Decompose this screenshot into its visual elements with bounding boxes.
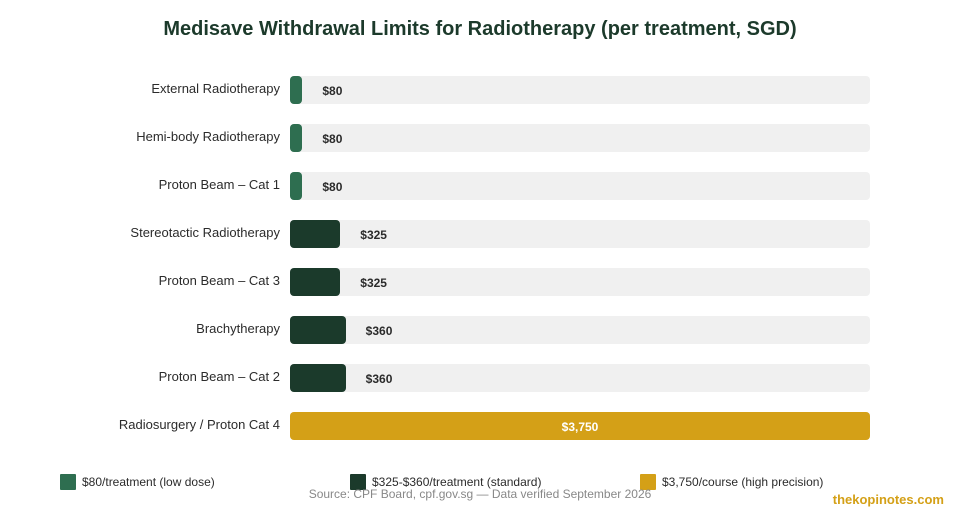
category-label: Stereotactic Radiotherapy — [130, 225, 280, 240]
value-label: $325 — [360, 276, 387, 290]
bar — [290, 412, 870, 440]
value-label: $80 — [322, 84, 343, 98]
bar — [290, 316, 346, 344]
value-label: $80 — [322, 132, 343, 146]
legend-item: $80/treatment (low dose) — [60, 474, 215, 490]
value-label: $325 — [360, 228, 387, 242]
category-label: Proton Beam – Cat 3 — [158, 273, 280, 288]
bar-track: $80 — [290, 172, 870, 200]
value-label: $360 — [365, 324, 393, 338]
category-label: Brachytherapy — [196, 321, 280, 336]
bar-track: $3,750 — [290, 412, 870, 440]
category-label: Proton Beam – Cat 2 — [158, 369, 280, 384]
bar — [290, 268, 341, 296]
bar-track: $80 — [290, 76, 870, 104]
value-label: $360 — [365, 372, 393, 386]
bar-track: $80 — [290, 124, 870, 152]
legend-label: $325-$360/treatment (standard) — [372, 475, 542, 489]
value-label: $80 — [322, 180, 343, 194]
value-label: $3,750 — [561, 420, 599, 434]
category-label: Radiosurgery / Proton Cat 4 — [118, 417, 280, 432]
category-label: Proton Beam – Cat 1 — [158, 177, 280, 192]
brand-watermark: thekopinotes.com — [832, 492, 944, 507]
bar — [290, 76, 303, 104]
legend-swatch — [640, 474, 656, 490]
category-label: External Radiotherapy — [151, 81, 280, 96]
legend-item: $3,750/course (high precision) — [640, 474, 823, 490]
legend-item: $325-$360/treatment (standard) — [350, 474, 541, 490]
legend-swatch — [60, 474, 76, 490]
bar-track: $360 — [290, 316, 870, 344]
legend-label: $3,750/course (high precision) — [662, 475, 824, 489]
legend-swatch — [350, 474, 366, 490]
source-note: Source: CPF Board, cpf.gov.sg — Data ver… — [308, 487, 652, 501]
bar-track: $360 — [290, 364, 870, 392]
chart-title: Medisave Withdrawal Limits for Radiother… — [163, 18, 797, 40]
bar-chart: External Radiotherapy $80 Hemi-body Radiot… — [0, 60, 960, 460]
legend-label: $80/treatment (low dose) — [82, 475, 215, 489]
bar — [290, 124, 303, 152]
bar — [290, 220, 341, 248]
bar — [290, 364, 346, 392]
bar-track: $325 — [290, 268, 870, 296]
chart-legend: $80/treatment (low dose) $325-$360/treatm… — [0, 474, 960, 492]
bar — [290, 172, 303, 200]
bar-track: $325 — [290, 220, 870, 248]
category-label: Hemi-body Radiotherapy — [136, 129, 280, 144]
